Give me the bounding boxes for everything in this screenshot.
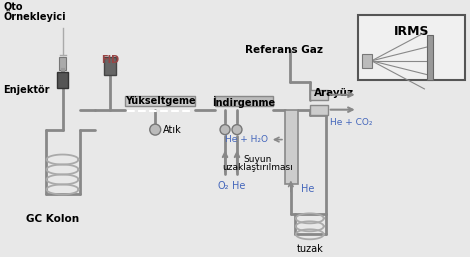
Text: GC Kolon: GC Kolon	[26, 214, 79, 224]
Text: tuzak: tuzak	[297, 244, 323, 254]
Bar	[310, 90, 328, 100]
Text: Oto: Oto	[4, 2, 23, 12]
Bar	[59, 57, 66, 70]
Text: Örnekleyici: Örnekleyici	[4, 10, 66, 22]
Bar	[56, 72, 69, 88]
Circle shape	[220, 125, 230, 135]
Text: FID: FID	[102, 55, 119, 65]
Text: He: He	[232, 181, 246, 191]
Text: He: He	[301, 185, 314, 195]
Bar	[310, 105, 328, 115]
Text: Arayüz: Arayüz	[314, 88, 354, 98]
Text: He + H₂O: He + H₂O	[225, 135, 268, 144]
Text: Atık: Atık	[163, 125, 182, 135]
Circle shape	[232, 125, 242, 135]
Bar	[358, 15, 465, 80]
Text: uzaklaştırılması: uzaklaştırılması	[223, 162, 293, 171]
Bar	[104, 57, 117, 75]
Bar	[361, 54, 372, 68]
Bar	[427, 35, 433, 80]
Text: Suyun: Suyun	[244, 154, 272, 163]
Text: O₂: O₂	[217, 181, 229, 191]
Bar	[285, 110, 298, 185]
Bar	[215, 96, 273, 106]
Bar	[125, 96, 195, 106]
Text: IRMS: IRMS	[394, 25, 429, 38]
Circle shape	[150, 124, 161, 135]
Text: Referans Gaz: Referans Gaz	[245, 45, 323, 55]
Text: He + CO₂: He + CO₂	[330, 118, 372, 127]
Text: İndirgenme: İndirgenme	[212, 96, 275, 108]
Text: Yükseltgeme: Yükseltgeme	[125, 96, 196, 106]
Text: Enjektör: Enjektör	[3, 85, 49, 95]
